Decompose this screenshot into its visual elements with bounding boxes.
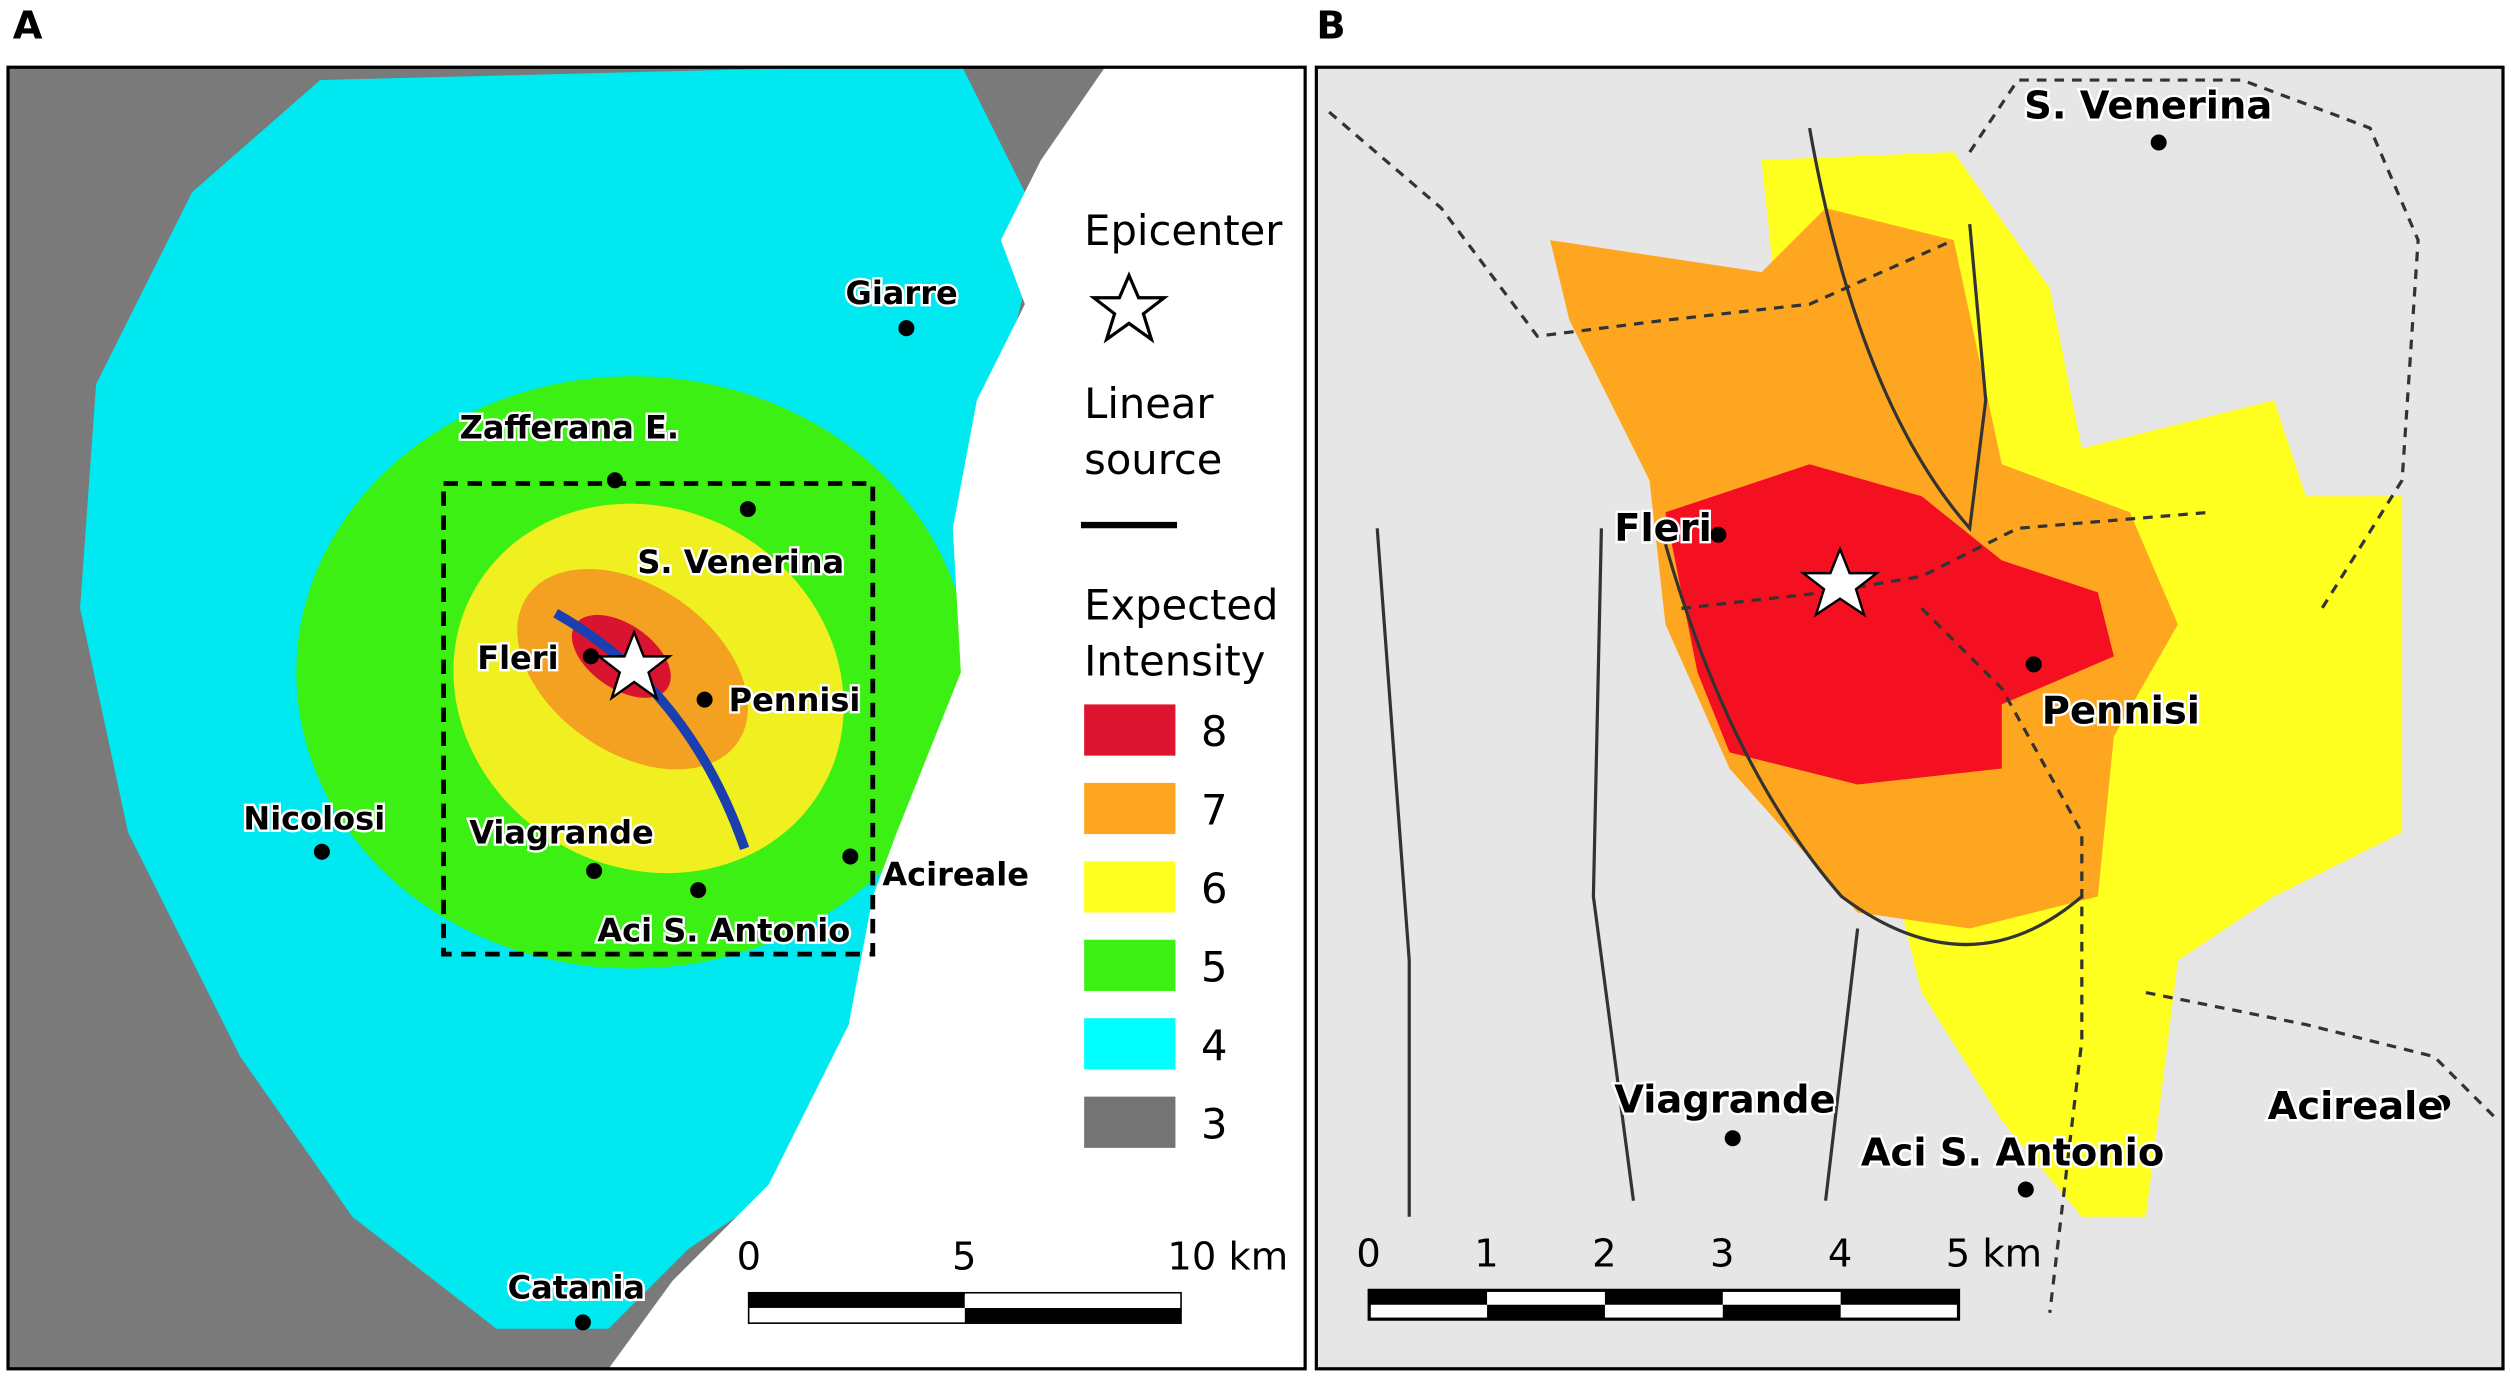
legend-label: 6 [1201,864,1227,913]
town-label: S. Venerina [637,543,844,581]
legend-text: Linear [1084,379,1214,428]
town-dot [313,843,330,860]
town-dot [1724,1130,1741,1147]
legend-label: 7 [1201,785,1227,834]
scale-seg [749,1307,965,1323]
legend-label: 5 [1201,942,1227,991]
legend-text: source [1084,435,1222,484]
town-dot [2434,1095,2451,1112]
town-label: Aci S. Antonio [1861,1130,2164,1175]
town-label: Acireale [2268,1084,2444,1129]
scale-seg [1722,1304,1841,1320]
scale-label: 2 [1592,1231,1616,1276]
town-label: Pennisi [2042,689,2200,734]
town-label: Nicolosi [243,799,385,837]
legend-label: 4 [1201,1021,1227,1070]
scale-seg [1840,1290,1959,1305]
scale-label: 3 [1710,1231,1734,1276]
legend-label: 8 [1201,707,1227,756]
legend: 8 7 6 5 4 3 [1084,704,1228,1148]
town-dot [586,862,603,879]
town-dot [739,501,756,518]
scale-seg [1487,1304,1605,1320]
scale-seg [964,1293,1181,1308]
town-dot [696,691,713,708]
scale-seg [964,1307,1181,1323]
labels: Giarre Zafferana E. S. Venerina Fleri Pennis… [241,81,2451,1331]
town-label: Pennisi [729,681,861,719]
legend-label: 3 [1201,1099,1227,1148]
scale-label: 5 [952,1235,976,1280]
town-dot [2025,656,2042,673]
town-label: Aci S. Antonio [597,911,850,949]
map-b [1316,67,2503,1369]
town-dot [1710,526,1727,543]
legend-swatch [1084,861,1176,913]
scale-seg [1604,1290,1723,1305]
town-dot [606,472,623,489]
scale-seg [1369,1290,1488,1305]
legend-swatch [1084,704,1176,756]
scale-label: 0 [737,1235,761,1280]
town-dot [582,648,599,665]
legend-swatch [1084,939,1176,991]
legend-swatch [1084,1096,1176,1148]
legend-swatch [1084,782,1176,835]
town-dot [2017,1181,2034,1198]
legend-title: Intensity [1084,637,1265,686]
scale-label: 4 [1828,1231,1852,1276]
town-dot [898,320,915,337]
scale-seg [749,1293,965,1308]
town-label: Giarre [846,274,958,312]
town-label: Viagrande [469,814,654,852]
town-dot [574,1314,591,1331]
town-label: Viagrande [1614,1078,1835,1123]
town-label: Catania [508,1268,645,1306]
panel-label: B [1316,3,1345,48]
town-label: Acireale [882,855,1029,893]
town-dot [842,848,859,865]
scale-label: 10 km [1167,1235,1288,1280]
legend-star [1089,271,1169,344]
legend-swatch [1084,1018,1176,1070]
town-label: Fleri [1614,506,1712,551]
scale-label: 5 km [1946,1231,2042,1276]
town-dot [2150,134,2167,151]
legend-text: Epicenter [1084,206,1283,255]
scale-label: 1 [1474,1231,1498,1276]
legend-title: Expected [1084,581,1278,630]
town-dot [690,882,707,899]
panel-label: A [13,3,43,48]
town-label: Zafferana E. [460,409,679,447]
scale-label: 0 [1356,1231,1380,1276]
town-label: S. Venerina [2024,83,2272,128]
town-label: Fleri [477,639,558,677]
